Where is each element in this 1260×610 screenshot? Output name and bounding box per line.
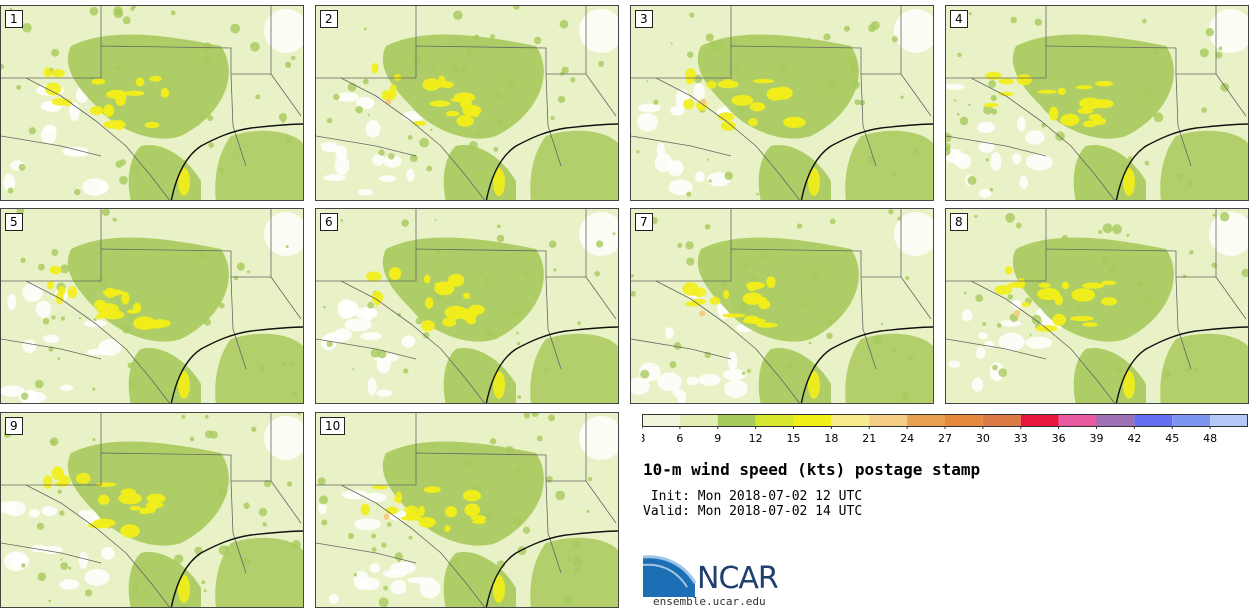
wind-map (316, 209, 618, 403)
colorbar-segment (982, 414, 1021, 426)
plot-title: 10-m wind speed (kts) postage stamp (643, 460, 981, 479)
member-number-label: 9 (5, 417, 23, 435)
wind-map (946, 6, 1248, 200)
logo-text: NCAR (697, 561, 779, 596)
colorbar-tick-label: 39 (1090, 432, 1104, 445)
colorbar-segment (945, 414, 983, 426)
ncar-logo-icon (643, 555, 697, 597)
ensemble-member-panel: 10 (315, 412, 619, 608)
colorbar-segment (1134, 414, 1173, 426)
member-number-label: 5 (5, 213, 23, 231)
ensemble-member-panel: 3 (630, 5, 934, 201)
colorbar-tick-label: 18 (824, 432, 838, 445)
ensemble-member-panel: 7 (630, 208, 934, 404)
ensemble-member-panel: 4 (945, 5, 1249, 201)
ensemble-member-panel: 6 (315, 208, 619, 404)
wind-map (631, 209, 933, 403)
colorbar-tick-label: 24 (900, 432, 914, 445)
wind-map (1, 209, 303, 403)
colorbar-tick-label: 9 (714, 432, 721, 445)
colorbar-segment (679, 414, 718, 426)
wind-map (946, 209, 1248, 403)
member-number-label: 4 (950, 10, 968, 28)
wind-map (1, 6, 303, 200)
ensemble-member-panel: 1 (0, 5, 304, 201)
init-time: Init: Mon 2018-07-02 12 UTC (643, 489, 863, 504)
colorbar-tick-label: 48 (1203, 432, 1217, 445)
ensemble-member-panel: 5 (0, 208, 304, 404)
colorbar-tick-label: 6 (676, 432, 683, 445)
colorbar-tick-label: 42 (1127, 432, 1141, 445)
colorbar-tick-label: 27 (938, 432, 952, 445)
colorbar-segment (1058, 414, 1097, 426)
ensemble-member-panel: 2 (315, 5, 619, 201)
colorbar-segment (869, 414, 908, 426)
valid-time: Valid: Mon 2018-07-02 14 UTC (643, 504, 863, 519)
wind-map (316, 6, 618, 200)
colorbar-tick-label: 21 (862, 432, 876, 445)
member-number-label: 1 (5, 10, 23, 28)
site-url[interactable]: ensemble.ucar.edu (653, 595, 766, 608)
member-number-label: 8 (950, 213, 968, 231)
ensemble-member-panel: 9 (0, 412, 304, 608)
colorbar-segment (1020, 414, 1059, 426)
colorbar-tick-label: 12 (749, 432, 763, 445)
colorbar-tick-label: 45 (1165, 432, 1179, 445)
member-number-label: 10 (320, 417, 346, 435)
wind-map (316, 413, 618, 607)
member-number-label: 2 (320, 10, 338, 28)
member-number-label: 7 (635, 213, 653, 231)
colorbar-segment (642, 414, 680, 426)
colorbar-segment (793, 414, 832, 426)
ensemble-member-panel: 8 (945, 208, 1249, 404)
colorbar-segment (717, 414, 756, 426)
member-number-label: 3 (635, 10, 653, 28)
colorbar-segment (1210, 414, 1248, 426)
colorbar-tick-label: 36 (1052, 432, 1066, 445)
colorbar-tick-label: 33 (1014, 432, 1028, 445)
wind-map (1, 413, 303, 607)
wind-map (631, 6, 933, 200)
colorbar-segment (907, 414, 945, 426)
colorbar-segment (1096, 414, 1135, 426)
colorbar-segment (831, 414, 870, 426)
colorbar-tick-label: 3 (642, 432, 646, 445)
colorbar-tick-label: 15 (787, 432, 801, 445)
colorbar: 36912151821242730333639424548 (642, 414, 1248, 445)
member-number-label: 6 (320, 213, 338, 231)
colorbar-segment (755, 414, 794, 426)
colorbar-segment (1172, 414, 1211, 426)
colorbar-tick-label: 30 (976, 432, 990, 445)
